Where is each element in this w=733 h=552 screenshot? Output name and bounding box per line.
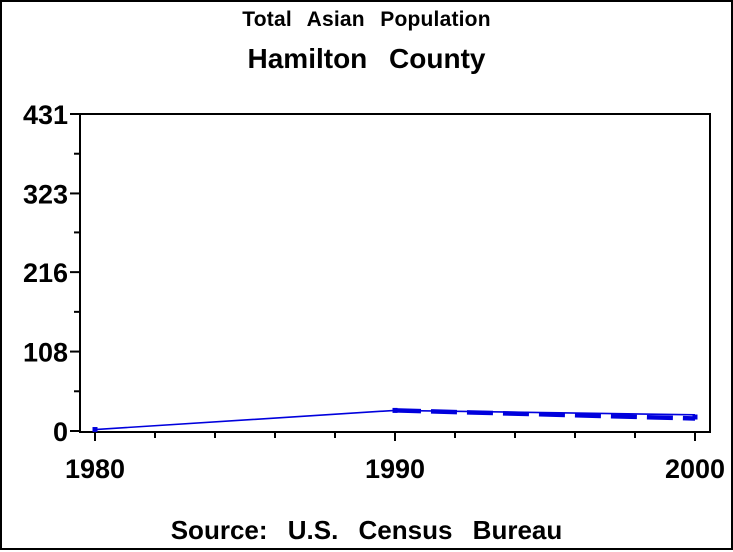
y-axis-label: 0 (53, 417, 68, 447)
y-axis-label: 108 (23, 338, 68, 368)
population-line-thick (394, 408, 696, 421)
chart-subtitle: Hamilton County (247, 43, 486, 74)
x-axis-label: 1980 (65, 454, 125, 484)
data-point-marker (392, 407, 398, 413)
data-point-marker (692, 414, 698, 420)
x-axis-label: 2000 (665, 454, 725, 484)
data-point-marker (92, 427, 98, 433)
y-axis-label: 216 (23, 258, 68, 288)
y-axis-label: 431 (23, 100, 68, 130)
source-caption: Source: U.S. Census Bureau (170, 515, 563, 545)
population-line (94, 409, 696, 431)
chart-title: Total Asian Population (242, 8, 491, 31)
y-axis-label: 323 (23, 179, 68, 209)
plot-frame (79, 113, 711, 433)
x-axis-label: 1990 (365, 454, 425, 484)
